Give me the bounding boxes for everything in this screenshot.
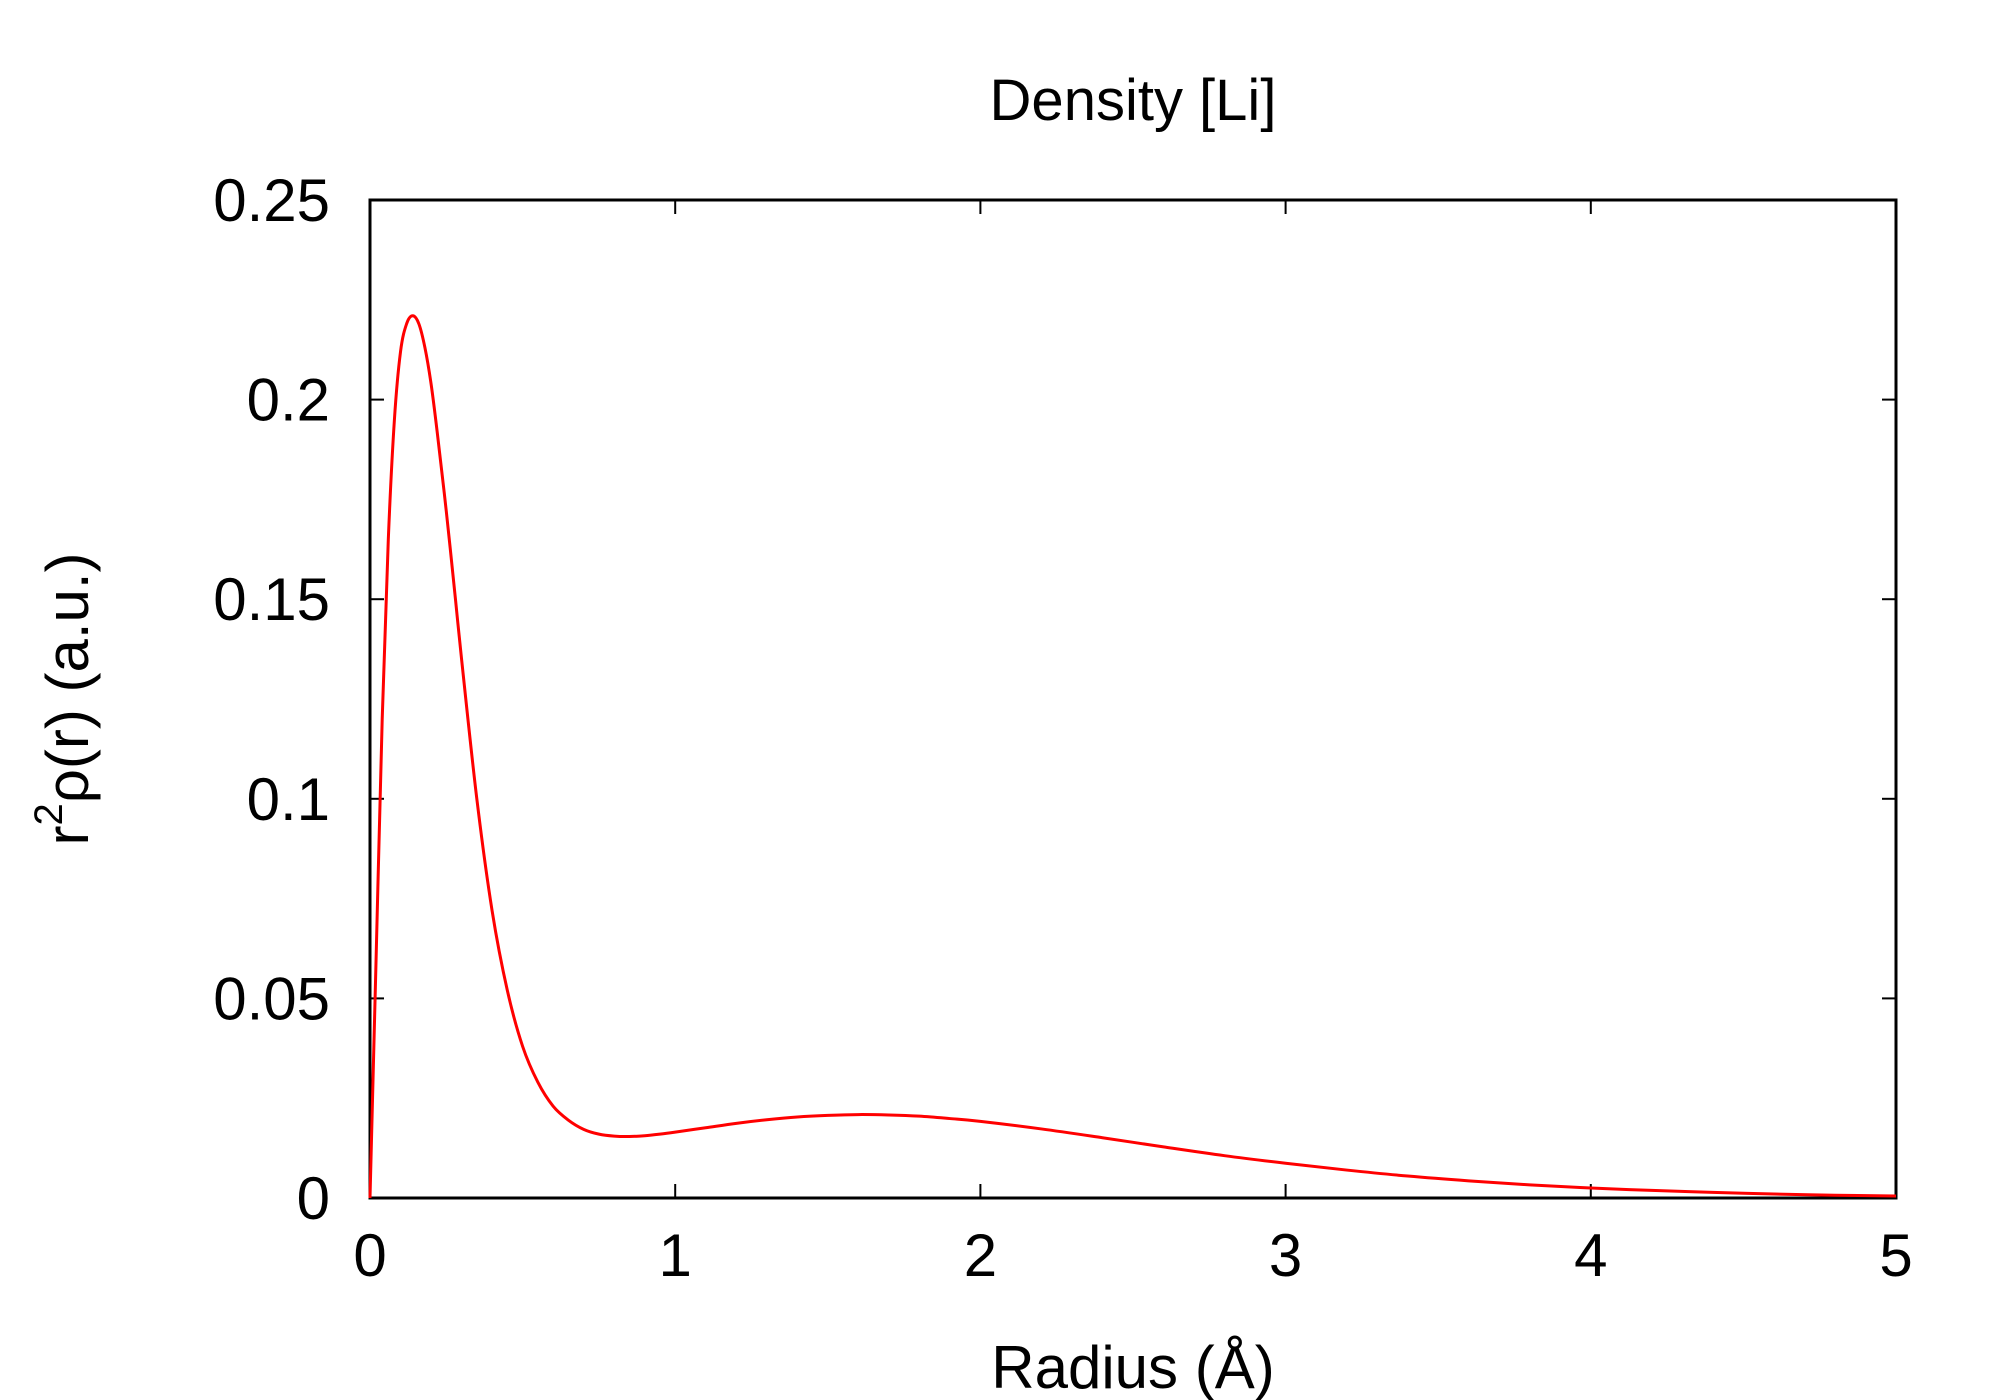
y-tick-label: 0.05: [213, 965, 330, 1032]
y-axis-label-superscript: 2: [27, 803, 71, 825]
x-tick-label: 4: [1574, 1222, 1607, 1289]
y-tick-label: 0.1: [247, 766, 330, 833]
x-tick-label: 5: [1879, 1222, 1912, 1289]
x-tick-label: 2: [964, 1222, 997, 1289]
x-tick-label: 0: [353, 1222, 386, 1289]
x-axis: 0 1 2 3 4 5: [353, 200, 1913, 1289]
y-axis-label: r2ρ(r) (a.u.): [27, 552, 101, 845]
y-tick-label: 0: [297, 1165, 330, 1232]
x-tick-label: 1: [659, 1222, 692, 1289]
y-axis: 0 0.05 0.1 0.15 0.2 0.25: [213, 167, 1896, 1232]
chart-title: Density [Li]: [990, 68, 1277, 133]
y-axis-label-rest: ρ(r) (a.u.): [34, 552, 101, 803]
plot-frame: [368, 198, 1898, 1200]
x-tick-label: 3: [1269, 1222, 1302, 1289]
y-tick-label: 0.15: [213, 566, 330, 633]
y-axis-label-base: r: [34, 826, 101, 846]
y-tick-label: 0.2: [247, 367, 330, 434]
x-axis-label: Radius (Å): [991, 1334, 1274, 1400]
y-tick-label: 0.25: [213, 167, 330, 234]
density-curve: [368, 314, 1897, 1199]
